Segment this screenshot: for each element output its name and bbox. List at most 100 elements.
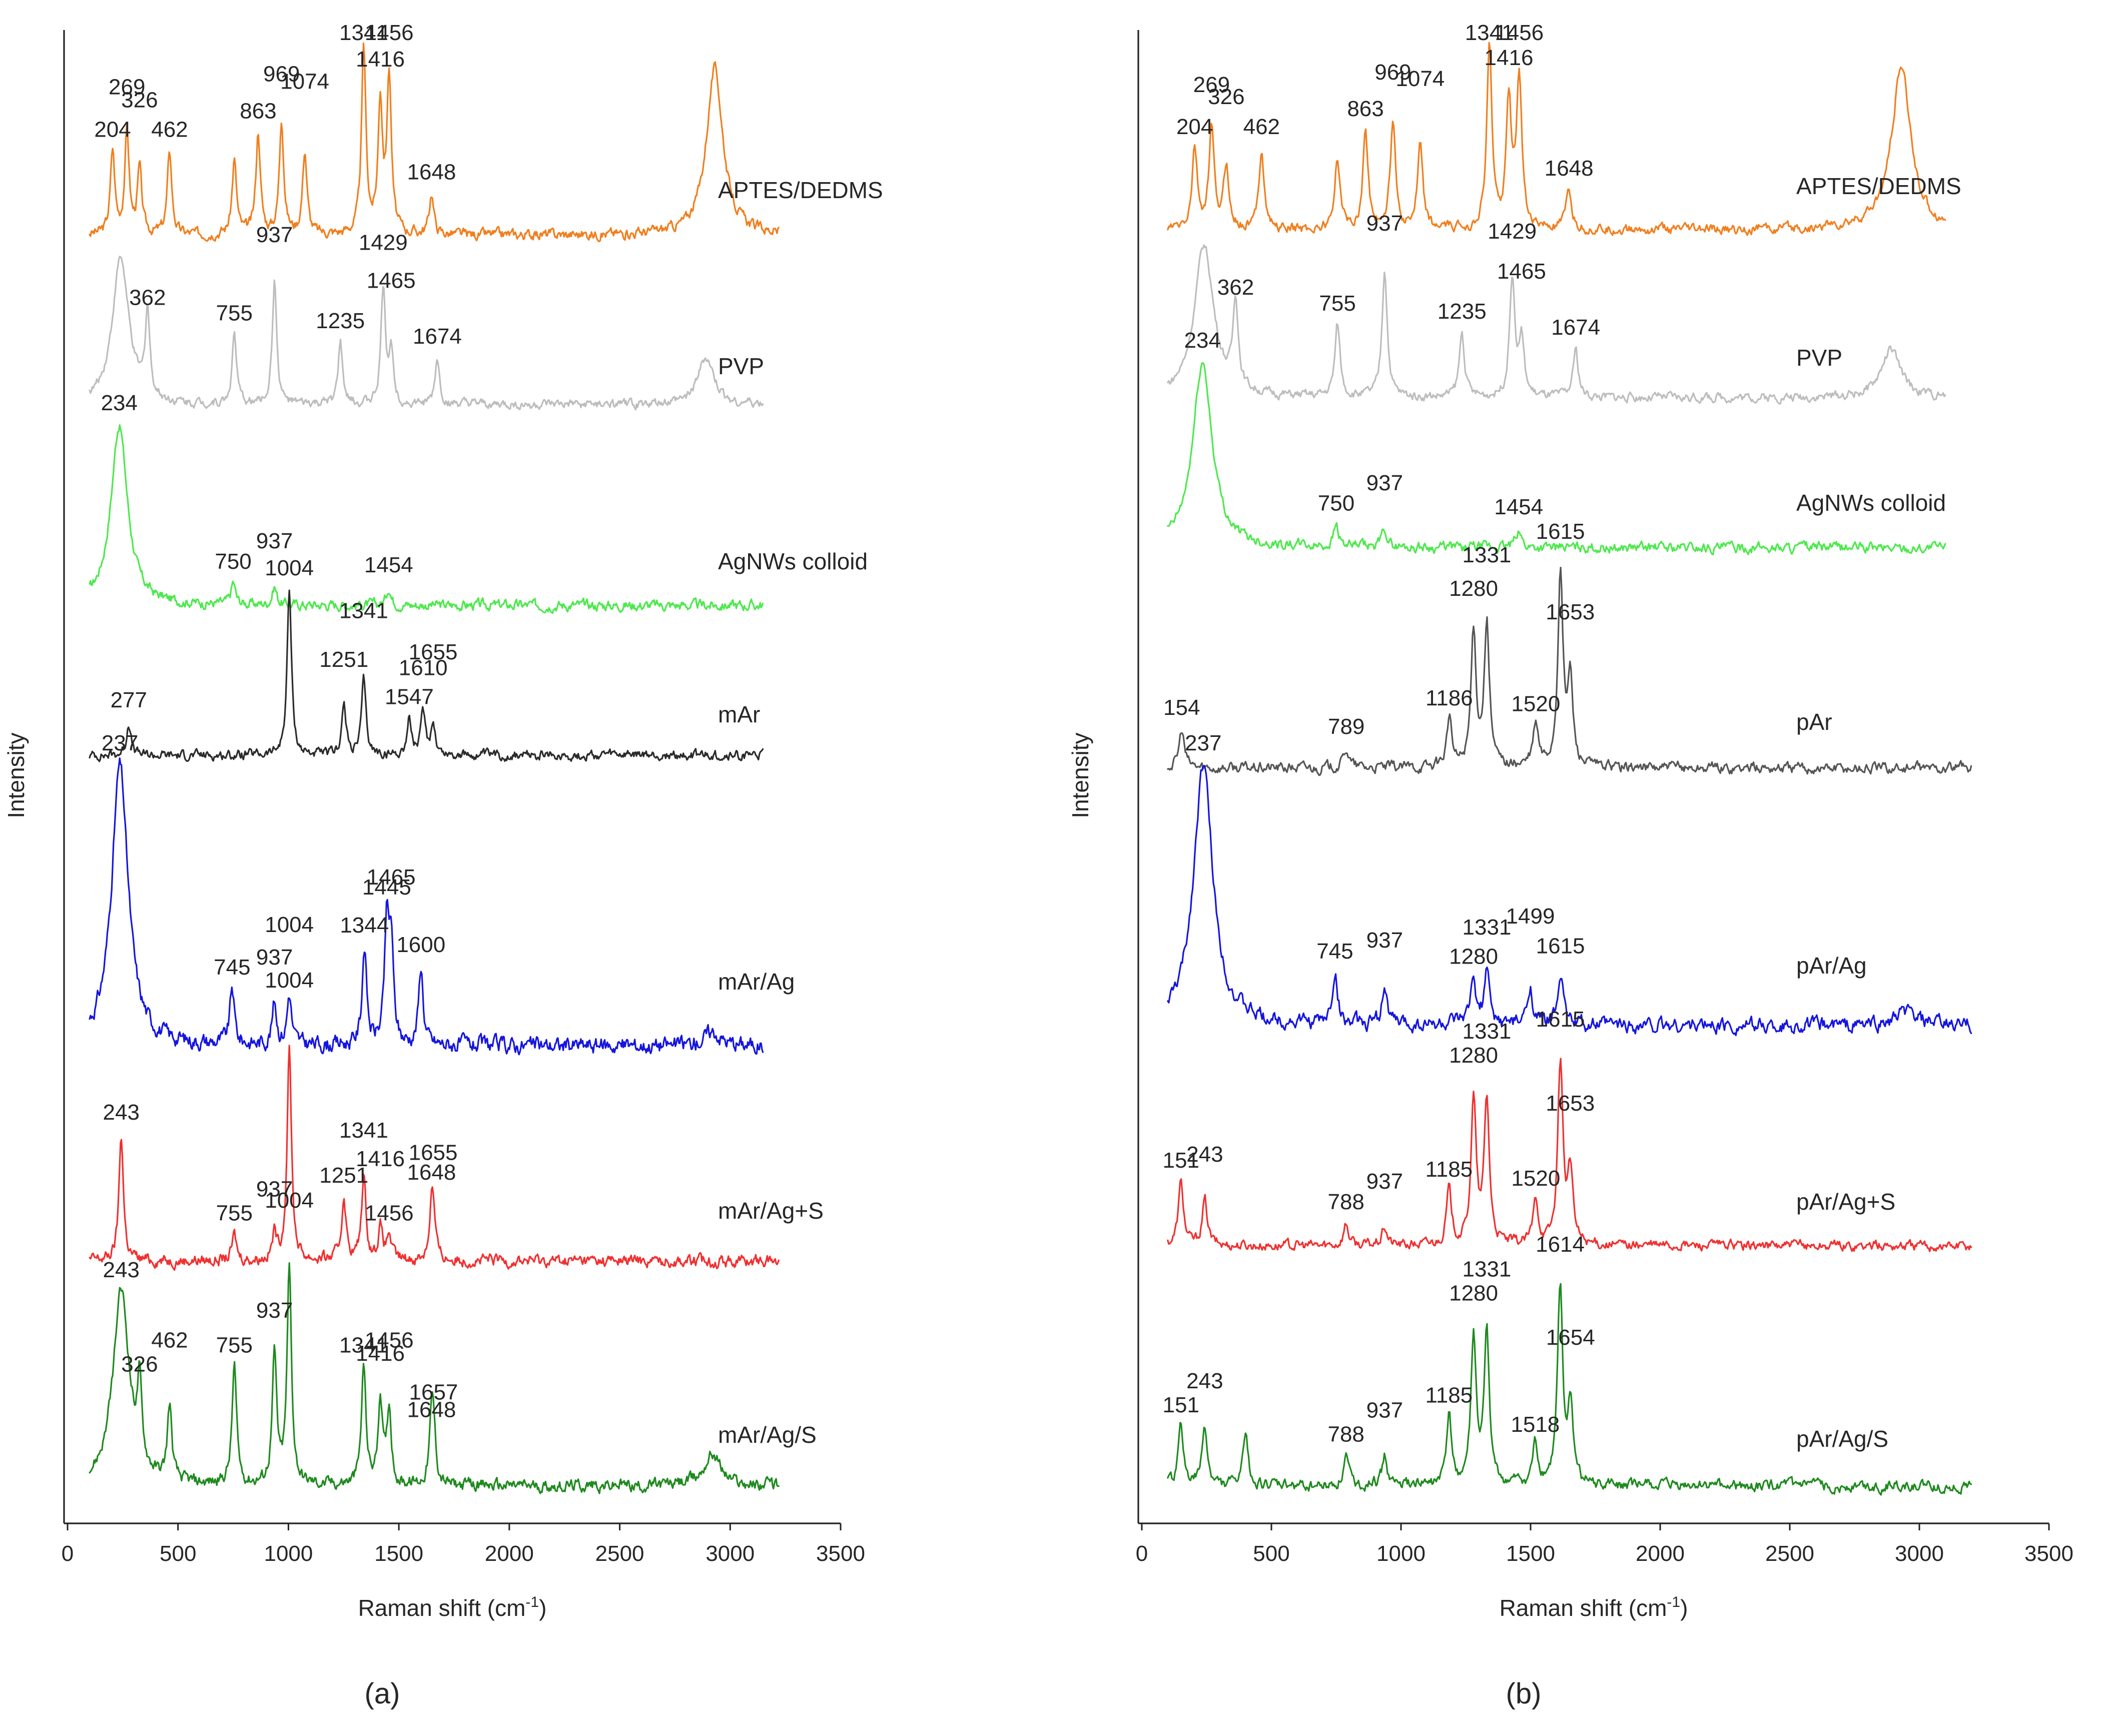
peak-label: 326 <box>121 1352 158 1377</box>
peak-label: 1465 <box>1497 259 1546 284</box>
peak-label: 750 <box>215 549 251 574</box>
peak-label: 1004 <box>265 968 314 993</box>
series-line <box>89 589 764 762</box>
peak-label: 1341 <box>339 1333 388 1358</box>
peak-label: 937 <box>256 945 293 970</box>
peak-label: 1251 <box>319 1163 368 1188</box>
peak-label: 1456 <box>365 1201 414 1226</box>
series-line <box>1167 362 1946 555</box>
peak-label: 1280 <box>1449 1281 1498 1306</box>
peak-label: 1655 <box>409 640 458 664</box>
peak-label: 1648 <box>407 1398 456 1422</box>
series-line <box>1167 764 1972 1037</box>
peak-label: 1341 <box>339 21 388 45</box>
peak-label: 1648 <box>1545 156 1594 181</box>
series-line <box>89 256 764 411</box>
x-tick-label: 3000 <box>706 1541 755 1566</box>
peak-label: 1280 <box>1449 1043 1498 1068</box>
peak-label: 1429 <box>1488 219 1537 244</box>
series-line <box>1167 42 1946 236</box>
peak-label: 1429 <box>359 231 408 255</box>
series-pvp: PVP 362 755 937 1235 1429 1465 1674 <box>89 223 764 411</box>
x-tick-label: 1500 <box>1506 1541 1555 1566</box>
peak-label: 237 <box>1185 731 1221 755</box>
peak-label: 243 <box>103 1258 140 1282</box>
series-name-label: mAr/Ag <box>718 969 795 995</box>
peak-label: 1186 <box>1426 686 1473 710</box>
peak-label: 1185 <box>1426 1383 1473 1408</box>
peak-label: 1341 <box>1465 21 1514 45</box>
peak-label: 151 <box>1163 1148 1199 1173</box>
series-name-label: pAr/Ag/S <box>1796 1426 1888 1452</box>
peak-label: 1615 <box>1536 519 1585 544</box>
x-tick-label: 0 <box>62 1541 74 1566</box>
series-name-label: pAr/Ag+S <box>1796 1189 1895 1215</box>
peak-label: 1331 <box>1463 1019 1512 1044</box>
series-pvp: PVP 362 755 937 1235 1429 1465 1674 <box>1167 211 1946 405</box>
x-tick-label: 3000 <box>1895 1541 1944 1566</box>
peak-label: 788 <box>1327 1422 1364 1447</box>
peak-label: 863 <box>240 99 276 124</box>
series-name-label: pAr/Ag <box>1796 953 1867 979</box>
peak-label: 755 <box>216 1333 253 1358</box>
peak-label: 462 <box>1243 115 1280 139</box>
x-tick-label: 2500 <box>595 1541 644 1566</box>
x-tick-label: 2000 <box>485 1541 534 1566</box>
y-axis-label: Intensity <box>3 732 29 818</box>
peak-label: 1547 <box>385 684 434 709</box>
peak-label: 234 <box>1184 328 1221 353</box>
x-axis-label: Raman shift (cm-1) <box>1500 1594 1688 1621</box>
peak-label: 1653 <box>1546 1091 1595 1116</box>
series-name-label: AgNWs colloid <box>718 548 868 574</box>
peak-label: 1416 <box>356 1147 405 1171</box>
x-tick-label: 1500 <box>374 1541 423 1566</box>
peak-label: 1280 <box>1449 576 1498 601</box>
series-name-label: APTES/DEDMS <box>718 177 883 203</box>
series-name-label: pAr <box>1796 709 1832 735</box>
peak-label: 326 <box>1208 85 1244 109</box>
peak-label: 1615 <box>1536 934 1585 959</box>
series-line <box>1167 244 1946 405</box>
peak-label: 243 <box>1186 1142 1223 1167</box>
peak-label: 755 <box>1319 291 1355 316</box>
series-line <box>89 1262 780 1494</box>
x-tick-label: 0 <box>1136 1541 1148 1566</box>
peak-label: 1520 <box>1511 691 1560 716</box>
x-tick-label: 2500 <box>1765 1541 1814 1566</box>
peak-label: 1416 <box>356 47 405 72</box>
y-axis-label: Intensity <box>1067 732 1093 818</box>
x-tick-label: 500 <box>1253 1541 1289 1566</box>
peak-label: 1465 <box>367 269 416 293</box>
peak-label: 1653 <box>1546 600 1595 624</box>
peak-label: 937 <box>256 1298 293 1323</box>
series-line <box>1167 1058 1972 1252</box>
peak-label: 326 <box>121 88 158 113</box>
peak-label: 1251 <box>319 647 368 672</box>
series-mar-ag-s: mAr/Ag+S24375593710041251134114161456164… <box>89 968 824 1271</box>
peak-label: 788 <box>1327 1190 1364 1214</box>
peak-label: 204 <box>1176 115 1213 139</box>
peak-label: 937 <box>1366 211 1403 236</box>
peak-label: 1235 <box>316 309 365 333</box>
peak-label: 1331 <box>1463 1257 1512 1282</box>
peak-label: 243 <box>1186 1369 1223 1393</box>
x-tick-label: 1000 <box>1376 1541 1426 1566</box>
peak-label: 1074 <box>1395 67 1445 91</box>
x-tick-label: 1000 <box>264 1541 313 1566</box>
peak-label: 204 <box>94 118 131 142</box>
peak-label: 1615 <box>1536 1007 1585 1032</box>
peak-label: 745 <box>214 955 250 980</box>
peak-label: 1185 <box>1426 1157 1473 1182</box>
peak-label: 1235 <box>1438 299 1487 324</box>
peak-label: 1454 <box>364 553 413 577</box>
peak-label: 1331 <box>1463 915 1512 940</box>
peak-label: 937 <box>1366 471 1403 495</box>
peak-label: 937 <box>256 529 293 553</box>
peak-label: 1518 <box>1511 1412 1560 1437</box>
